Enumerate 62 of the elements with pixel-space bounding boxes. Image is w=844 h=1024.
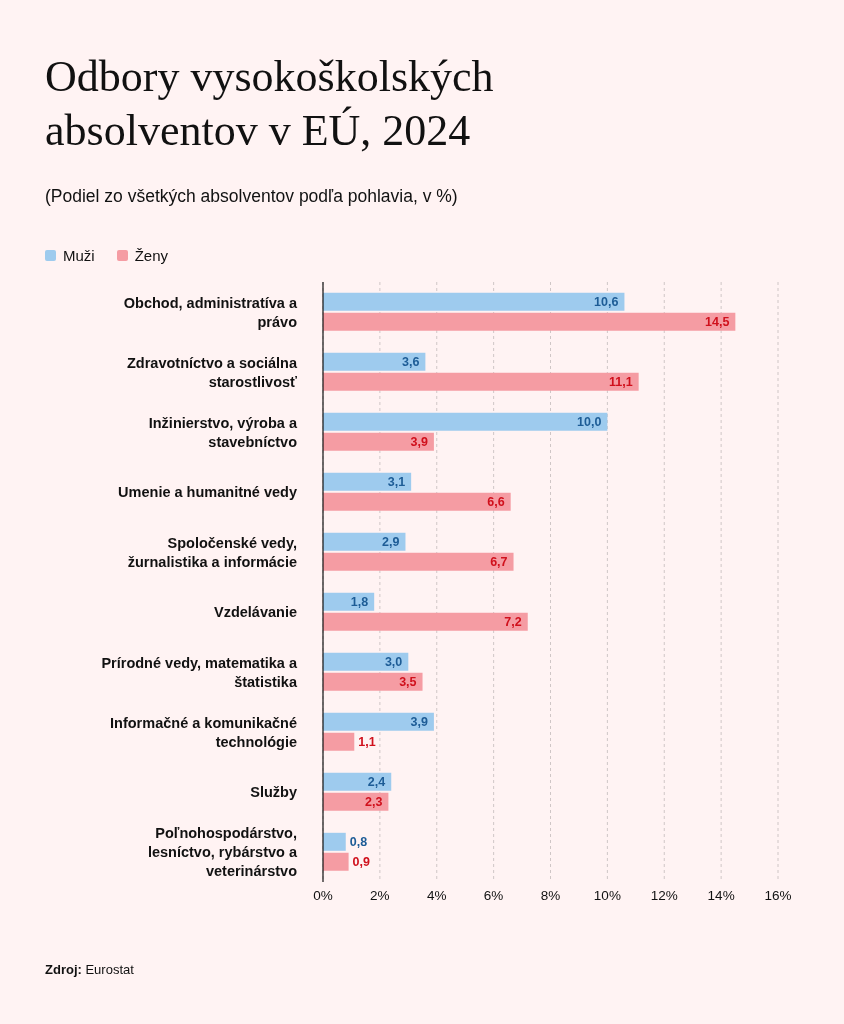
text: Zdroj: Eurostat bbox=[45, 962, 134, 977]
legend-label: Ženy bbox=[134, 247, 169, 264]
bar bbox=[323, 612, 528, 631]
data-label: 3,1 bbox=[387, 474, 406, 489]
data-label: 1,8 bbox=[350, 594, 369, 609]
bar bbox=[323, 672, 423, 691]
bar bbox=[323, 412, 608, 431]
y-tick-label: Vzdelávanie bbox=[213, 604, 297, 620]
bar bbox=[323, 832, 346, 851]
bar bbox=[323, 712, 434, 731]
x-tick-label: 10% bbox=[593, 887, 621, 903]
data-label: 6,6 bbox=[487, 494, 505, 509]
data-label: 3,6 bbox=[401, 354, 420, 369]
bar bbox=[323, 472, 412, 491]
data-label: 3,5 bbox=[399, 674, 417, 689]
bar bbox=[323, 492, 511, 511]
data-label: 2,3 bbox=[365, 794, 383, 809]
data-label: 2,9 bbox=[382, 534, 400, 549]
data-label: 0,8 bbox=[349, 834, 368, 849]
bar bbox=[323, 352, 426, 371]
y-tick-label: Zdravotníctvo a sociálna starostlivosť bbox=[126, 354, 298, 390]
bar bbox=[323, 652, 409, 671]
x-tick-label: 6% bbox=[483, 887, 504, 903]
x-tick-label: 2% bbox=[370, 887, 390, 903]
bar bbox=[323, 772, 392, 791]
y-tick-label: Obchod, administratíva a právo bbox=[123, 294, 298, 330]
y-tick-label: Informačné a komunikačné technológie bbox=[110, 714, 297, 750]
data-label: 0,9 bbox=[352, 854, 371, 869]
data-label: 6,7 bbox=[490, 554, 508, 569]
chart-subtitle: (Podiel zo všetkých absolventov podľa pohlavia, v %) bbox=[45, 186, 459, 207]
x-tick-label: 12% bbox=[650, 887, 678, 903]
legend-label: Muži bbox=[63, 247, 95, 264]
y-tick-label: Spoločenské vedy, žurnalistika a informácie bbox=[127, 534, 297, 570]
x-tick-label: 8% bbox=[540, 887, 561, 903]
data-label: 11,1 bbox=[609, 374, 633, 389]
x-tick-label: 4% bbox=[426, 887, 447, 903]
bar bbox=[323, 732, 355, 751]
y-tick-label: Služby bbox=[250, 784, 297, 800]
x-tick-label: 0% bbox=[313, 887, 333, 903]
y-tick-label: Inžinierstvo, výroba a stavebníctvo bbox=[148, 414, 298, 450]
y-tick-label: Poľnohospodárstvo, lesníctvo, rybárstvo a veterinárstvo bbox=[147, 825, 298, 879]
bar bbox=[323, 312, 736, 331]
data-label: 10,0 bbox=[577, 414, 602, 429]
bar bbox=[323, 432, 434, 451]
bar bbox=[323, 292, 625, 311]
x-tick-label: 16% bbox=[764, 887, 792, 903]
x-tick-label: 14% bbox=[707, 887, 735, 903]
data-label: 3,9 bbox=[410, 714, 428, 729]
y-tick-label: Prírodné vedy, matematika a štatistika bbox=[101, 654, 298, 690]
data-label: 14,5 bbox=[705, 314, 730, 329]
chart-title: Odbory vysokoškolských absolventov v EÚ, 2024 bbox=[45, 51, 495, 157]
data-label: 10,6 bbox=[594, 294, 619, 309]
data-label: 3,9 bbox=[410, 434, 428, 449]
data-label: 2,4 bbox=[367, 774, 386, 789]
bar bbox=[323, 372, 639, 391]
data-label: 7,2 bbox=[504, 614, 522, 629]
data-label: 1,1 bbox=[358, 734, 376, 749]
bar bbox=[323, 852, 349, 871]
data-label: 3,0 bbox=[384, 654, 403, 669]
bar bbox=[323, 532, 406, 551]
y-tick-label: Umenie a humanitné vedy bbox=[118, 484, 297, 500]
bar bbox=[323, 552, 514, 571]
